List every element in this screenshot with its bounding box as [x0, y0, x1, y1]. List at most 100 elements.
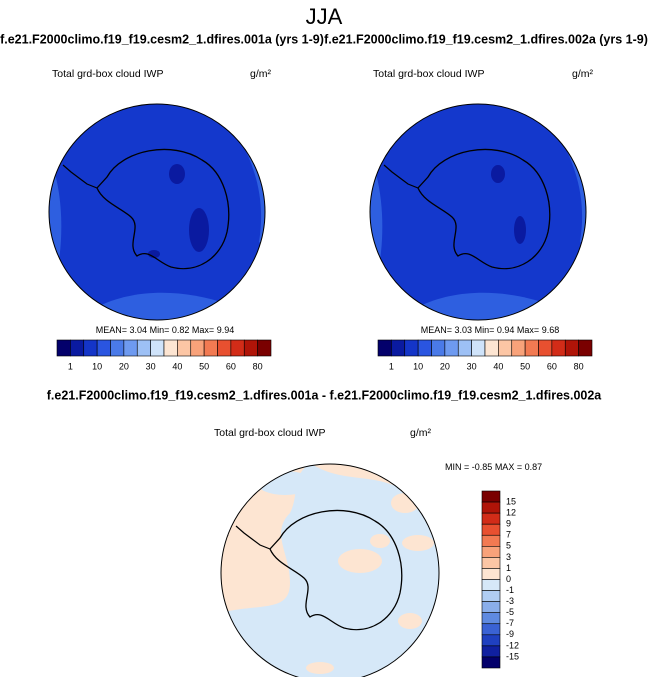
- colorbar-box: [417, 339, 432, 357]
- colorbar-label: 12: [506, 508, 516, 518]
- figure-title: JJA: [306, 4, 343, 29]
- colorbar-box: [391, 339, 406, 357]
- units-label: g/m²: [250, 68, 272, 80]
- colorbar-label: 80: [253, 361, 263, 371]
- colorbar-box: [481, 590, 501, 602]
- colorbar-box: [578, 339, 593, 357]
- colorbar-box: [110, 339, 125, 357]
- colorbar-box: [444, 339, 459, 357]
- colorbar-box: [243, 339, 258, 357]
- colorbar-box: [457, 339, 472, 357]
- colorbar-box: [481, 634, 501, 647]
- colorbar-label: 50: [199, 361, 209, 371]
- colorbar-box: [564, 339, 579, 357]
- colorbar-box: [190, 339, 205, 357]
- colorbar: 1 10 20 30 40 50 60 80: [377, 339, 593, 371]
- colorbar-box: [150, 339, 165, 357]
- colorbar-label: 10: [413, 361, 423, 371]
- map: [220, 463, 440, 682]
- colorbar-box: [481, 512, 501, 525]
- colorbar-label: 7: [506, 530, 511, 540]
- colorbar-label: 20: [440, 361, 450, 371]
- colorbar-label: 40: [172, 361, 182, 371]
- colorbar-label: 60: [547, 361, 557, 371]
- units-label: g/m²: [572, 68, 594, 80]
- colorbar-box: [177, 339, 192, 357]
- stats: MEAN= 3.03 Min= 0.94 Max= 9.68: [421, 325, 559, 335]
- field-label: Total grd-box cloud IWP: [214, 427, 325, 439]
- colorbar-box: [163, 339, 178, 357]
- colorbar-box: [83, 339, 98, 357]
- colorbar-label: 9: [506, 519, 511, 529]
- units-label: g/m²: [410, 427, 432, 439]
- colorbar-label: 50: [520, 361, 530, 371]
- colorbar-box: [96, 339, 111, 357]
- colorbar-label: 15: [506, 496, 516, 506]
- colorbar-box: [481, 579, 501, 591]
- colorbar-box: [481, 645, 501, 658]
- map: [369, 103, 587, 321]
- field-label: Total grd-box cloud IWP: [373, 68, 484, 80]
- colorbar-box: [481, 568, 501, 580]
- colorbar-box: [431, 339, 446, 357]
- colorbar-label: 30: [467, 361, 477, 371]
- colorbar-box: [524, 339, 539, 357]
- colorbar-label: -3: [506, 596, 514, 606]
- colorbar-label: -5: [506, 607, 514, 617]
- colorbar-box: [551, 339, 566, 357]
- colorbar-box: [498, 339, 513, 357]
- difference-title: f.e21.F2000climo.f19_f19.cesm2_1.dfires.…: [47, 388, 603, 402]
- colorbar-box: [511, 339, 526, 357]
- colorbar-label: 1: [389, 361, 394, 371]
- colorbar-box: [538, 339, 553, 357]
- colorbar-box: [481, 656, 501, 669]
- colorbar-label: 5: [506, 541, 511, 551]
- colorbar-box: [377, 339, 392, 357]
- colorbar-box: [257, 339, 272, 357]
- panel-title: f.e21.F2000climo.f19_f19.cesm2_1.dfires.…: [324, 32, 648, 46]
- colorbar-label: 80: [574, 361, 584, 371]
- colorbar-label: -15: [506, 651, 519, 661]
- colorbar-label: 3: [506, 552, 511, 562]
- colorbar-label: 1: [68, 361, 73, 371]
- colorbar-box: [481, 601, 501, 613]
- colorbar-box: [404, 339, 419, 357]
- colorbar-box: [136, 339, 151, 357]
- colorbar-label: -9: [506, 629, 514, 639]
- colorbar-box: [481, 557, 501, 569]
- colorbar-box: [203, 339, 218, 357]
- colorbar-box: [481, 501, 501, 514]
- colorbar-box: [70, 339, 85, 357]
- colorbar-box: [481, 534, 501, 547]
- stats: MEAN= 3.04 Min= 0.82 Max= 9.94: [96, 325, 234, 335]
- colorbar: 1 10 20 30 40 50 60 80: [56, 339, 272, 371]
- colorbar-box: [123, 339, 138, 357]
- colorbar-box: [481, 546, 501, 558]
- colorbar-label: 20: [119, 361, 129, 371]
- colorbar-label: -12: [506, 640, 519, 650]
- colorbar-label: 30: [146, 361, 156, 371]
- colorbar-label: 1: [506, 563, 511, 573]
- colorbar-box: [481, 523, 501, 536]
- colorbar-label: -1: [506, 585, 514, 595]
- colorbar-box: [481, 490, 501, 503]
- colorbar-box: [481, 623, 501, 636]
- colorbar-box: [217, 339, 232, 357]
- colorbar-box: [230, 339, 245, 357]
- field-label: Total grd-box cloud IWP: [52, 68, 163, 80]
- colorbar-label: 0: [506, 574, 511, 584]
- colorbar-label: 60: [226, 361, 236, 371]
- colorbar-box: [471, 339, 486, 357]
- panel-title: f.e21.F2000climo.f19_f19.cesm2_1.dfires.…: [0, 32, 324, 46]
- colorbar-label: -7: [506, 618, 514, 628]
- colorbar-box: [484, 339, 499, 357]
- colorbar-label: 40: [493, 361, 503, 371]
- map: [48, 103, 266, 321]
- colorbar-box: [481, 612, 501, 625]
- colorbar-box: [56, 339, 71, 357]
- stats: MIN = -0.85 MAX = 0.87: [445, 462, 542, 472]
- colorbar-label: 10: [92, 361, 102, 371]
